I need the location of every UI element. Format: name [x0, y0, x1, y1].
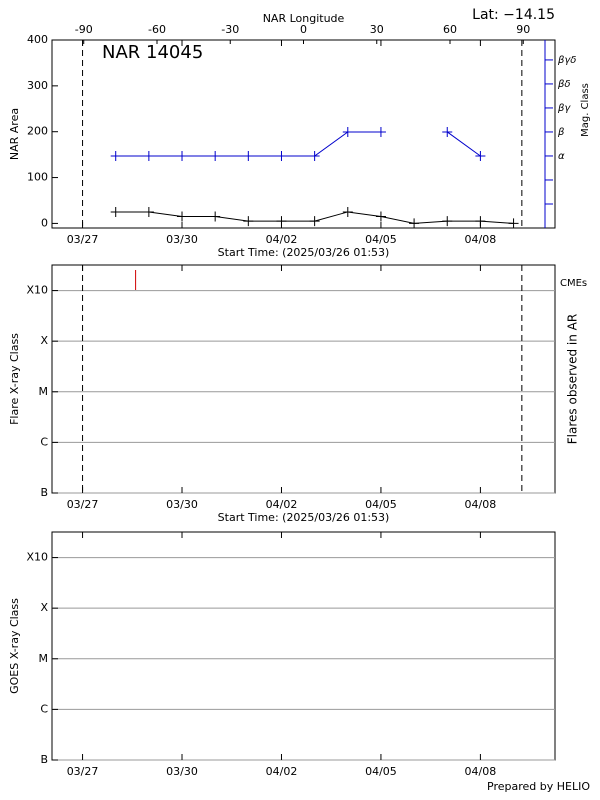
- y-tick-label: 300: [27, 79, 48, 92]
- series-line: [115, 211, 514, 224]
- y2-tick-label: α: [558, 151, 565, 162]
- y-tick-label: X10: [26, 284, 48, 297]
- x2-tick-label: 0: [300, 23, 307, 36]
- x2-tick-label: -30: [221, 23, 239, 36]
- x-tick-label: 04/08: [465, 765, 497, 778]
- y-tick-label: 200: [27, 125, 48, 138]
- y-tick-label: X: [40, 334, 48, 347]
- x-tick-label: 03/30: [166, 765, 198, 778]
- plot-frame: [51, 264, 556, 494]
- y-tick-label: X10: [26, 551, 48, 564]
- latitude: Lat: −14.15: [472, 7, 555, 23]
- y-axis-title: Flare X-ray Class: [8, 333, 21, 425]
- y2-tick-label: βγδ: [557, 55, 576, 66]
- series-line: [115, 131, 481, 157]
- plot-frame: [51, 531, 556, 761]
- y-tick-label: 100: [27, 171, 48, 184]
- x2-tick-label: 90: [516, 23, 530, 36]
- y-tick-label: 0: [41, 216, 48, 229]
- chart-title: NAR 14045: [102, 42, 203, 63]
- x-tick-label: 03/30: [166, 498, 198, 511]
- y-tick-label: M: [39, 652, 49, 665]
- x-tick-label: 03/27: [67, 765, 99, 778]
- x2-axis-title: NAR Longitude: [263, 12, 345, 25]
- x-tick-label: 04/02: [266, 765, 298, 778]
- y-tick-label: B: [40, 753, 48, 766]
- y2-tick-label: β: [557, 127, 565, 138]
- y-tick-label: B: [40, 486, 48, 499]
- y2-axis-title: Flares observed in AR: [566, 314, 580, 444]
- y-axis-title: NAR Area: [8, 108, 21, 160]
- plot-frame: [51, 39, 556, 229]
- x-tick-label: 04/08: [465, 498, 497, 511]
- y-tick-label: M: [39, 385, 49, 398]
- y-tick-label: C: [40, 702, 48, 715]
- legend-label: CMEs: [560, 278, 587, 289]
- y-tick-label: 400: [27, 33, 48, 46]
- y2-tick-label: βγ: [557, 103, 571, 114]
- x-tick-label: 04/02: [266, 233, 298, 246]
- x-axis-title: Start Time: (2025/03/26 01:53): [218, 511, 390, 524]
- x-tick-label: 04/05: [365, 233, 397, 246]
- x2-tick-label: 30: [370, 23, 384, 36]
- x-tick-label: 03/27: [67, 233, 99, 246]
- x-tick-label: 04/05: [365, 765, 397, 778]
- y-tick-label: C: [40, 435, 48, 448]
- x2-tick-label: -60: [148, 23, 166, 36]
- x2-tick-label: -90: [75, 23, 93, 36]
- x-axis-title: Start Time: (2025/03/26 01:53): [218, 246, 390, 259]
- y-axis-title: GOES X-ray Class: [8, 598, 21, 694]
- x-tick-label: 03/30: [166, 233, 198, 246]
- y-tick-label: X: [40, 601, 48, 614]
- footer: Prepared by HELIO: [487, 780, 590, 793]
- x-tick-label: 04/05: [365, 498, 397, 511]
- x2-tick-label: 60: [443, 23, 457, 36]
- x-tick-label: 03/27: [67, 498, 99, 511]
- x-tick-label: 04/02: [266, 498, 298, 511]
- y2-axis-title: Mag. Class: [580, 83, 591, 137]
- x-tick-label: 04/08: [465, 233, 497, 246]
- y2-tick-label: βδ: [557, 79, 571, 90]
